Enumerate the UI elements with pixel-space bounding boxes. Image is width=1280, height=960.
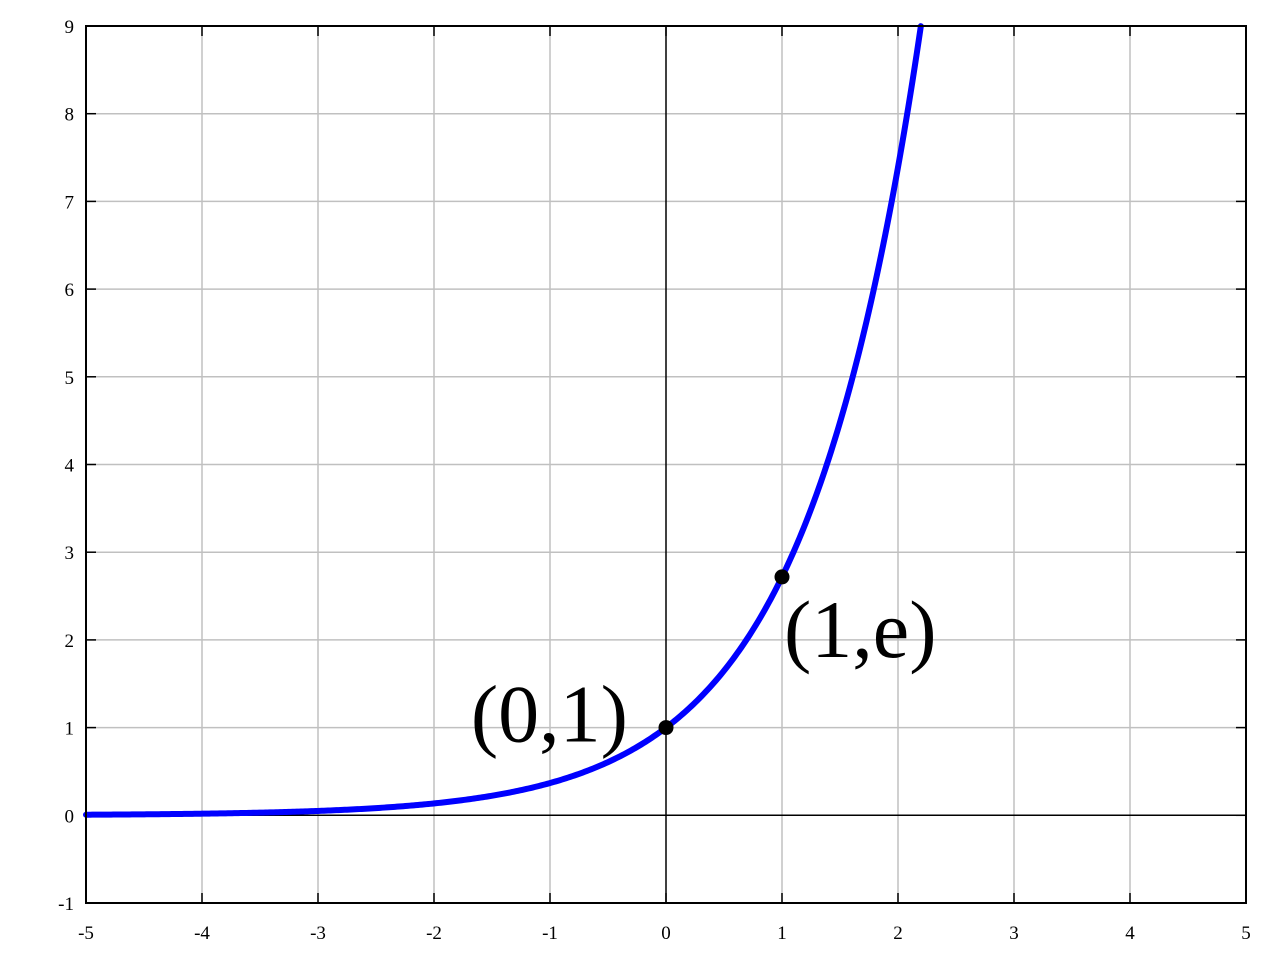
point-annotation: (1,e) bbox=[784, 584, 937, 675]
y-tick-label: -1 bbox=[58, 894, 74, 915]
x-tick-label: 4 bbox=[1125, 923, 1135, 944]
y-tick-label: 5 bbox=[65, 368, 75, 389]
plot-frame bbox=[85, 25, 1247, 904]
y-tick-label: 9 bbox=[65, 17, 75, 38]
x-tick-label: -1 bbox=[542, 923, 558, 944]
x-tick-label: 5 bbox=[1241, 923, 1251, 944]
y-tick-label: 3 bbox=[65, 543, 75, 564]
y-tick-label: 7 bbox=[65, 192, 75, 213]
x-tick-label: 1 bbox=[777, 923, 787, 944]
highlighted-points: (0,1) (1,e) bbox=[471, 569, 937, 760]
y-tick-label: 0 bbox=[65, 806, 75, 827]
y-tick-label: 6 bbox=[65, 280, 75, 301]
x-tick-label: 3 bbox=[1009, 923, 1019, 944]
point-annotation: (0,1) bbox=[471, 669, 628, 760]
x-tick-label: -5 bbox=[78, 923, 94, 944]
data-point bbox=[774, 569, 790, 585]
y-tick-label: 2 bbox=[65, 631, 75, 652]
y-tick-label: 8 bbox=[65, 105, 75, 126]
x-tick-label: 0 bbox=[661, 923, 671, 944]
x-tick-label: -2 bbox=[426, 923, 442, 944]
x-tick-label: -3 bbox=[310, 923, 326, 944]
x-tick-label: -4 bbox=[194, 923, 210, 944]
y-tick-label: 1 bbox=[65, 719, 75, 740]
x-tick-label: 2 bbox=[893, 923, 903, 944]
tick-labels: -5 -4 -3 -2 -1 0 1 2 3 4 5 -1 0 1 2 3 4 5 6 7 8 9 bbox=[58, 17, 1251, 944]
data-point bbox=[658, 720, 674, 736]
axes bbox=[86, 26, 1246, 903]
y-tick-label: 4 bbox=[65, 456, 75, 477]
